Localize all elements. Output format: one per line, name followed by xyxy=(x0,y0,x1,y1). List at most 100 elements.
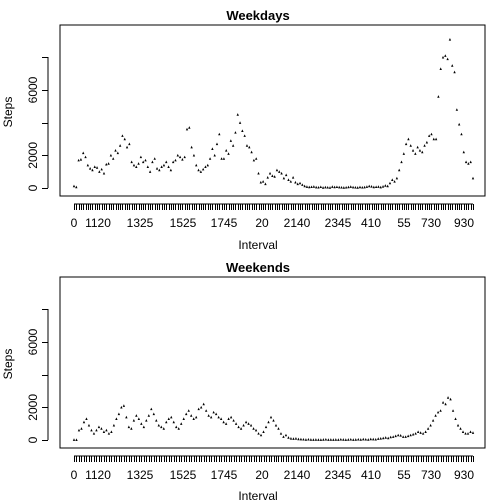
data-point xyxy=(416,430,420,434)
data-point xyxy=(317,185,320,189)
data-point xyxy=(469,430,472,434)
data-point xyxy=(312,438,315,441)
data-point xyxy=(95,428,98,432)
data-point xyxy=(425,140,429,144)
data-point xyxy=(454,417,457,420)
data-point xyxy=(441,401,445,404)
data-point xyxy=(448,37,452,41)
data-point xyxy=(308,185,311,189)
data-point xyxy=(72,184,76,188)
data-point xyxy=(414,152,417,155)
x-tick-label: 2140 xyxy=(284,216,311,230)
data-point xyxy=(406,434,410,438)
data-point xyxy=(236,113,239,116)
data-point xyxy=(451,64,454,67)
data-point xyxy=(395,176,399,180)
data-point xyxy=(303,184,306,188)
data-point xyxy=(327,438,330,441)
data-point xyxy=(329,438,333,441)
data-point xyxy=(219,417,223,420)
data-point xyxy=(339,437,343,441)
data-point xyxy=(222,157,226,160)
data-point xyxy=(160,425,163,429)
data-point xyxy=(394,434,397,438)
data-point xyxy=(296,182,299,186)
data-point xyxy=(272,419,275,422)
data-point xyxy=(374,185,378,189)
data-point xyxy=(183,155,186,159)
data-point xyxy=(245,144,249,147)
data-point xyxy=(471,176,475,180)
data-point xyxy=(178,155,182,159)
data-point xyxy=(363,185,366,189)
data-point xyxy=(215,142,219,146)
data-point xyxy=(419,431,422,434)
data-point xyxy=(354,438,357,441)
data-point xyxy=(372,185,376,189)
data-point xyxy=(234,131,237,134)
weekends-xlabel: Interval xyxy=(238,489,277,503)
data-point xyxy=(211,147,214,150)
data-point xyxy=(165,420,168,424)
x-tick-label: 2345 xyxy=(325,216,352,230)
data-point xyxy=(139,155,143,159)
data-point xyxy=(273,175,276,178)
data-point xyxy=(197,168,200,172)
data-point xyxy=(144,158,147,162)
data-point xyxy=(362,437,365,441)
data-point xyxy=(416,145,419,149)
data-point xyxy=(379,185,382,189)
data-point xyxy=(401,435,405,438)
weekdays-title: Weekdays xyxy=(226,8,289,23)
data-point xyxy=(213,153,216,157)
data-point xyxy=(351,185,355,189)
data-point xyxy=(381,184,385,188)
data-point xyxy=(93,165,96,168)
data-point xyxy=(271,174,274,177)
data-point xyxy=(331,185,334,188)
data-point xyxy=(334,438,338,441)
data-point xyxy=(148,170,152,173)
data-point xyxy=(237,425,240,429)
x-tick-label: 410 xyxy=(361,468,381,482)
data-point xyxy=(225,149,228,152)
weekends-panel: Weekends Interval Steps 0 2000 6000 0 1120 13… xyxy=(1,260,486,503)
data-point xyxy=(404,142,408,146)
data-point xyxy=(446,396,450,399)
data-point xyxy=(321,186,325,189)
data-point xyxy=(469,160,472,164)
data-point xyxy=(456,423,460,427)
data-point xyxy=(451,409,455,412)
data-point xyxy=(176,153,179,157)
data-point xyxy=(411,432,415,436)
data-point xyxy=(359,438,362,441)
data-point xyxy=(174,158,177,162)
data-point xyxy=(391,178,394,182)
data-point xyxy=(114,149,117,152)
data-point xyxy=(377,185,380,188)
data-point xyxy=(392,435,395,438)
data-point xyxy=(190,414,193,417)
data-point xyxy=(105,428,108,432)
data-point xyxy=(409,433,412,437)
data-point xyxy=(90,428,93,432)
data-point xyxy=(217,415,220,419)
data-point xyxy=(88,167,92,170)
data-point xyxy=(429,423,432,427)
data-point xyxy=(162,427,165,430)
data-point xyxy=(264,425,268,429)
data-point xyxy=(151,160,154,164)
data-point xyxy=(277,427,280,430)
data-point xyxy=(423,144,426,147)
data-point xyxy=(218,132,221,136)
data-point xyxy=(386,184,389,188)
data-point xyxy=(314,438,318,441)
data-point xyxy=(117,412,121,416)
data-point xyxy=(147,414,151,417)
data-point xyxy=(155,419,158,422)
data-point xyxy=(175,425,178,429)
data-point xyxy=(116,151,120,155)
data-point xyxy=(125,415,128,419)
data-point xyxy=(314,185,318,189)
